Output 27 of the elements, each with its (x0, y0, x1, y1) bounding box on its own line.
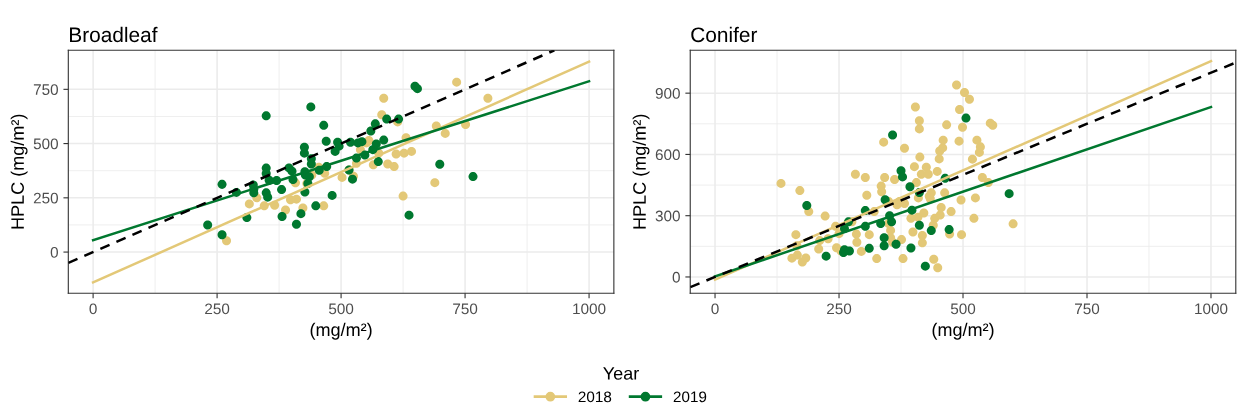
x-tick-label: 500 (328, 303, 354, 315)
legend-title: Year (603, 367, 639, 380)
y-tick-label: 250 (33, 192, 58, 204)
y-axis-title: HPLC (mg/m²) (632, 114, 650, 229)
y-tick-label: 750 (33, 84, 58, 96)
y-tick-label: 0 (50, 246, 58, 258)
y-tick-label: 0 (672, 271, 680, 283)
chart-title: Conifer (691, 26, 758, 43)
x-tick-label: 0 (711, 303, 719, 315)
x-tick-label: 750 (453, 303, 478, 315)
legend-label: 2019 (673, 391, 707, 403)
x-tick-label: 500 (950, 303, 976, 315)
x-axis-title: (mg/m²) (310, 322, 372, 340)
y-tick-label: 900 (655, 88, 680, 99)
y-tick-label: 500 (33, 138, 58, 150)
x-axis-title: (mg/m²) (932, 322, 994, 340)
x-tick-label: 1000 (1195, 303, 1228, 315)
y-tick-label: 300 (655, 210, 680, 222)
x-tick-label: 1000 (573, 303, 606, 315)
y-tick-label: 600 (655, 149, 680, 161)
x-tick-label: 250 (827, 303, 852, 315)
x-tick-label: 250 (205, 303, 230, 315)
y-axis-title: HPLC (mg/m²) (10, 114, 28, 229)
x-tick-label: 0 (89, 303, 97, 315)
chart-title: Broadleaf (70, 26, 158, 43)
legend-label: 2018 (578, 391, 612, 403)
x-tick-label: 750 (1075, 303, 1100, 315)
